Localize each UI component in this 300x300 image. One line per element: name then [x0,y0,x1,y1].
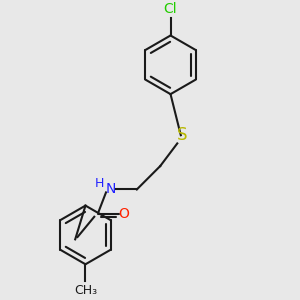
Text: N: N [105,182,116,196]
Text: S: S [177,126,188,144]
Text: O: O [118,207,129,221]
Text: Cl: Cl [164,2,177,16]
Text: H: H [94,176,104,190]
Text: CH₃: CH₃ [74,284,97,297]
